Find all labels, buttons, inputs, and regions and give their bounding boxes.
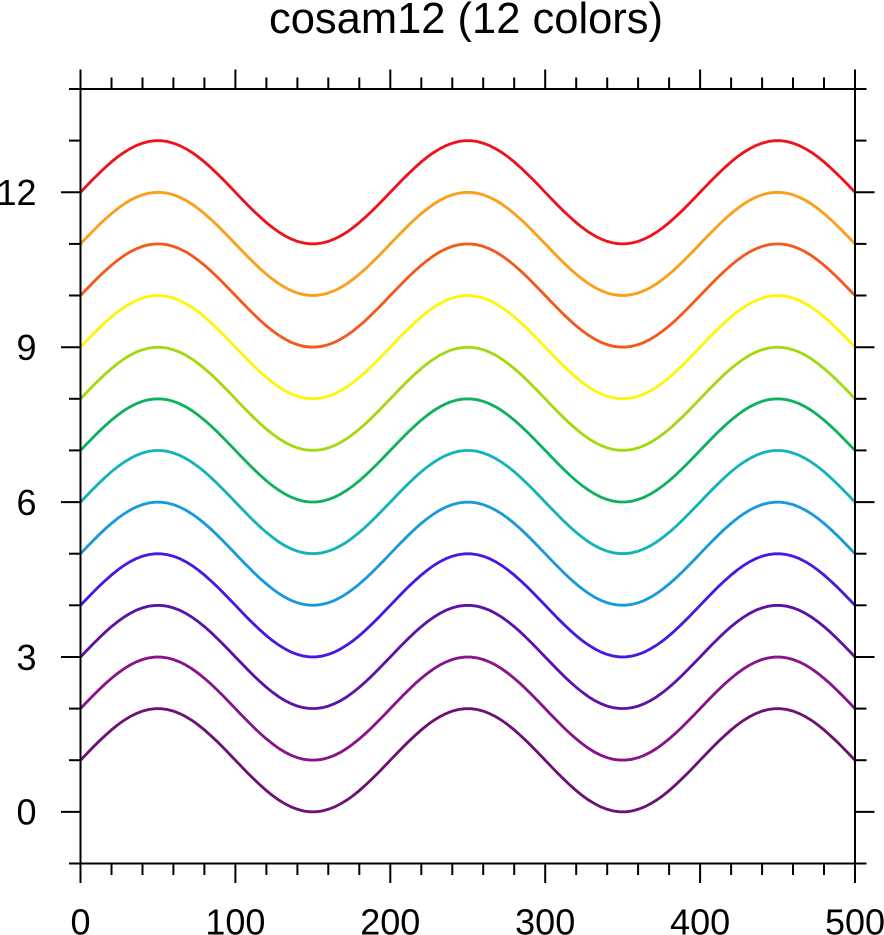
svg-text:400: 400 [670, 902, 730, 935]
svg-text:12: 12 [0, 172, 37, 213]
svg-text:200: 200 [360, 902, 420, 935]
svg-text:300: 300 [515, 902, 575, 935]
svg-text:500: 500 [825, 902, 884, 935]
svg-text:3: 3 [16, 637, 36, 678]
svg-text:0: 0 [70, 902, 90, 935]
svg-text:cosam12 (12 colors): cosam12 (12 colors) [269, 0, 663, 43]
svg-text:9: 9 [16, 327, 36, 368]
svg-text:6: 6 [16, 482, 36, 523]
svg-text:100: 100 [205, 902, 265, 935]
svg-text:0: 0 [16, 792, 36, 833]
